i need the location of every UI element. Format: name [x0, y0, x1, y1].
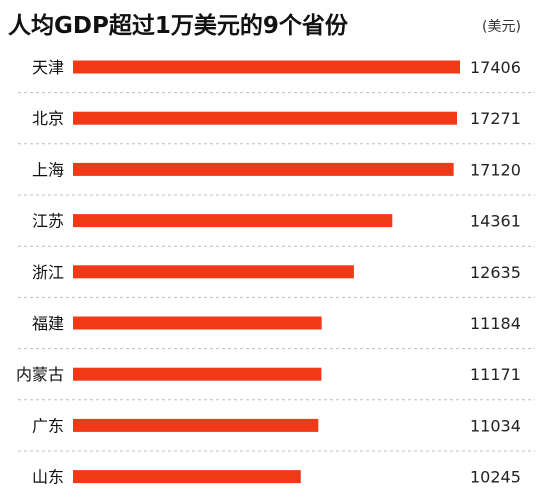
category-label: 上海 — [32, 160, 64, 179]
value-label: 12635 — [470, 263, 521, 282]
value-label: 10245 — [470, 468, 521, 487]
category-label: 浙江 — [32, 263, 64, 282]
chart-title: 人均GDP超过1万美元的9个省份 — [8, 13, 348, 39]
value-label: 11034 — [470, 416, 521, 435]
bar — [73, 111, 457, 125]
value-label: 17120 — [470, 160, 521, 179]
bar — [73, 265, 354, 279]
category-label: 内蒙古 — [16, 365, 64, 384]
category-label: 江苏 — [32, 212, 64, 231]
unit-label: (美元) — [482, 19, 521, 35]
bar — [73, 214, 393, 228]
value-label: 11184 — [470, 314, 521, 333]
bar — [73, 418, 319, 432]
value-label: 17406 — [470, 58, 521, 77]
value-label: 17271 — [470, 109, 521, 128]
bar — [73, 470, 301, 484]
value-label: 14361 — [470, 212, 521, 231]
category-label: 北京 — [32, 109, 64, 128]
bar — [73, 316, 322, 330]
bar — [73, 367, 322, 381]
bar — [73, 60, 460, 74]
category-label: 山东 — [32, 468, 64, 487]
category-label: 广东 — [32, 416, 64, 435]
category-label: 福建 — [32, 314, 64, 333]
value-label: 11171 — [470, 365, 521, 384]
bar — [73, 162, 454, 176]
category-label: 天津 — [32, 58, 64, 77]
